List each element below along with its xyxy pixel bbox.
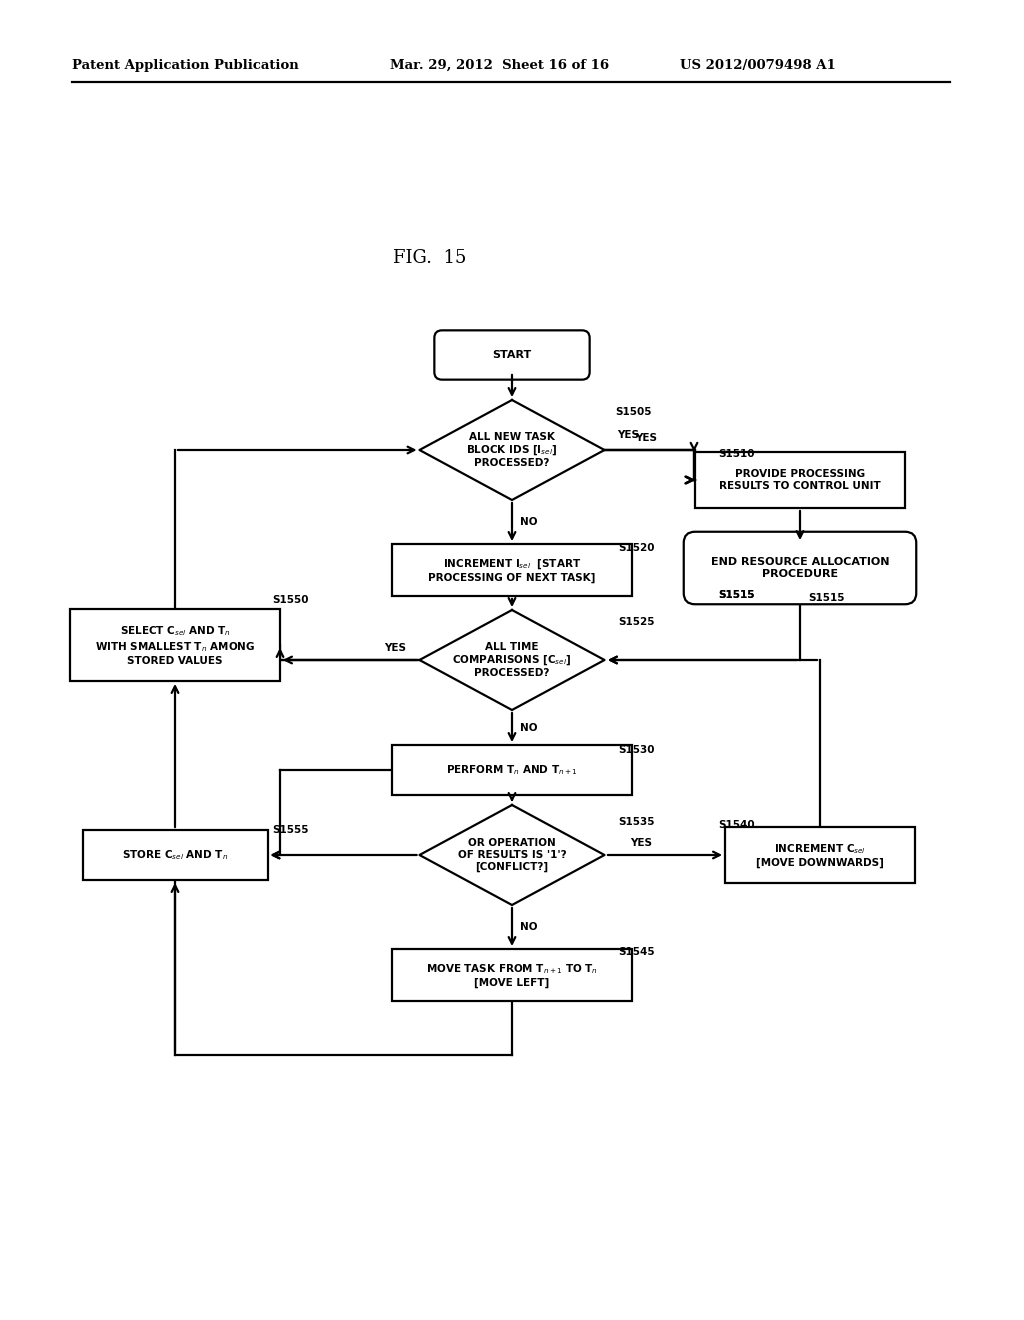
Polygon shape — [420, 610, 604, 710]
Text: S1505: S1505 — [615, 407, 651, 417]
Text: S1510: S1510 — [718, 449, 755, 459]
Text: Patent Application Publication: Patent Application Publication — [72, 58, 299, 71]
Text: YES: YES — [630, 838, 652, 847]
Text: ALL TIME
COMPARISONS [C$_{sel}$]
PROCESSED?: ALL TIME COMPARISONS [C$_{sel}$] PROCESS… — [453, 642, 571, 678]
Bar — [83, 830, 267, 880]
Bar — [392, 544, 632, 597]
Text: SELECT C$_{sel}$ AND T$_n$
WITH SMALLEST T$_n$ AMONG
STORED VALUES: SELECT C$_{sel}$ AND T$_n$ WITH SMALLEST… — [95, 624, 255, 665]
Text: PERFORM T$_n$ AND T$_{n+1}$: PERFORM T$_n$ AND T$_{n+1}$ — [446, 763, 578, 777]
Text: NO: NO — [520, 723, 538, 733]
Bar — [392, 949, 632, 1001]
Text: S1525: S1525 — [618, 616, 654, 627]
Text: STORE C$_{sel}$ AND T$_n$: STORE C$_{sel}$ AND T$_n$ — [122, 849, 228, 862]
Text: S1530: S1530 — [618, 744, 654, 755]
Text: S1555: S1555 — [272, 825, 308, 836]
Text: ALL NEW TASK
BLOCK IDS [I$_{sel}$]
PROCESSED?: ALL NEW TASK BLOCK IDS [I$_{sel}$] PROCE… — [466, 432, 558, 469]
Text: S1535: S1535 — [618, 817, 654, 828]
Text: END RESOURCE ALLOCATION
PROCEDURE: END RESOURCE ALLOCATION PROCEDURE — [711, 557, 889, 578]
Bar — [70, 609, 280, 681]
Text: NO: NO — [520, 517, 538, 527]
Text: YES: YES — [384, 643, 406, 653]
Text: START: START — [493, 350, 531, 360]
Text: OR OPERATION
OF RESULTS IS '1'?
[CONFLICT?]: OR OPERATION OF RESULTS IS '1'? [CONFLIC… — [458, 838, 566, 871]
Text: YES: YES — [617, 430, 639, 440]
Text: FIG.  15: FIG. 15 — [393, 249, 467, 267]
FancyBboxPatch shape — [434, 330, 590, 380]
Bar — [392, 744, 632, 795]
Text: S1545: S1545 — [618, 946, 654, 957]
Text: S1520: S1520 — [618, 543, 654, 553]
Text: S1550: S1550 — [272, 595, 308, 605]
Bar — [725, 828, 915, 883]
Text: NO: NO — [520, 921, 538, 932]
FancyBboxPatch shape — [684, 532, 916, 605]
Polygon shape — [420, 400, 604, 500]
Text: S1540: S1540 — [718, 820, 755, 830]
Text: S1515: S1515 — [808, 593, 845, 603]
Text: S1515: S1515 — [718, 590, 755, 601]
Text: INCREMENT C$_{sel}$
[MOVE DOWNWARDS]: INCREMENT C$_{sel}$ [MOVE DOWNWARDS] — [756, 842, 884, 867]
Text: INCREMENT I$_{sel}$  [START
PROCESSING OF NEXT TASK]: INCREMENT I$_{sel}$ [START PROCESSING OF… — [428, 557, 596, 582]
Text: YES: YES — [635, 433, 657, 444]
Text: PROVIDE PROCESSING
RESULTS TO CONTROL UNIT: PROVIDE PROCESSING RESULTS TO CONTROL UN… — [719, 469, 881, 491]
Bar — [695, 451, 905, 508]
Polygon shape — [420, 805, 604, 906]
Text: US 2012/0079498 A1: US 2012/0079498 A1 — [680, 58, 836, 71]
Text: MOVE TASK FROM T$_{n+1}$ TO T$_n$
[MOVE LEFT]: MOVE TASK FROM T$_{n+1}$ TO T$_n$ [MOVE … — [426, 962, 598, 987]
Text: Mar. 29, 2012  Sheet 16 of 16: Mar. 29, 2012 Sheet 16 of 16 — [390, 58, 609, 71]
Text: S1515: S1515 — [718, 590, 755, 601]
